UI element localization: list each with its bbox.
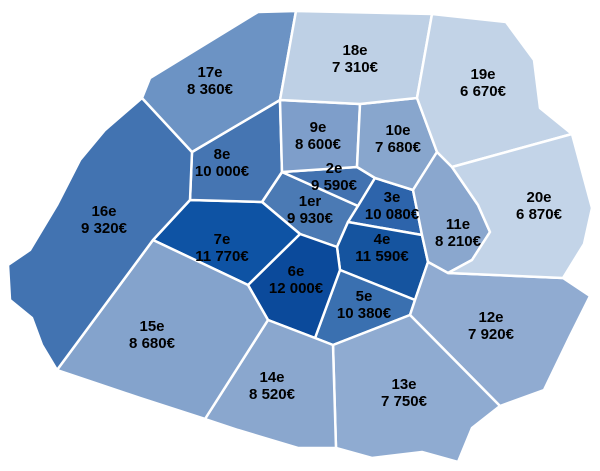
district-polygons bbox=[6, 9, 594, 464]
district-shape-18e bbox=[278, 9, 434, 106]
district-shape-20e bbox=[446, 132, 594, 280]
district-shape-16e bbox=[6, 96, 194, 372]
district-shape-9e bbox=[278, 98, 362, 174]
district-shape-13e bbox=[331, 313, 502, 464]
district-shape-14e bbox=[203, 318, 338, 450]
